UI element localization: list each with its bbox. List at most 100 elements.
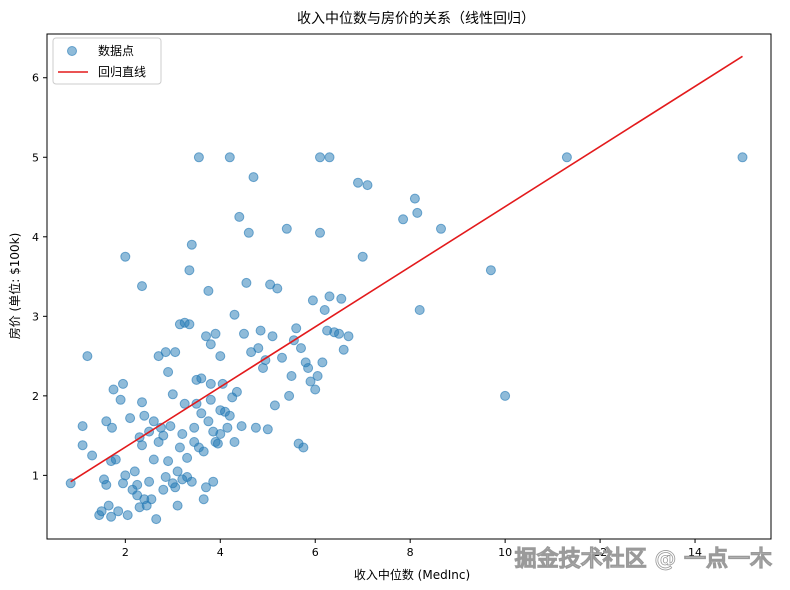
data-point <box>87 450 98 461</box>
data-point <box>120 251 131 262</box>
y-tick-label: 3 <box>32 310 39 323</box>
data-point <box>241 277 252 288</box>
plot-area-frame <box>46 33 772 540</box>
data-point <box>312 371 323 381</box>
data-point <box>248 172 259 183</box>
data-point <box>291 323 302 334</box>
data-point <box>110 454 121 465</box>
data-point <box>201 331 211 342</box>
data-point <box>120 470 131 481</box>
data-point <box>108 384 119 395</box>
legend: 数据点 回归直线 <box>52 37 162 85</box>
data-point <box>177 429 188 439</box>
data-point <box>310 384 321 395</box>
data-point <box>148 454 159 465</box>
data-point <box>139 410 150 421</box>
data-point <box>307 295 318 306</box>
data-point <box>107 422 117 433</box>
y-tick-label: 1 <box>32 469 39 482</box>
data-point <box>96 506 107 517</box>
legend-label-line: 回归直线 <box>98 65 146 79</box>
data-point <box>165 421 176 432</box>
data-point <box>338 344 349 355</box>
data-point <box>203 416 214 427</box>
data-point <box>324 152 335 163</box>
data-point <box>224 410 235 421</box>
data-point <box>269 400 280 411</box>
data-point <box>174 442 185 453</box>
x-tick-label: 12 <box>593 546 607 559</box>
data-point <box>412 207 423 218</box>
data-point <box>281 223 292 234</box>
data-point <box>277 352 287 363</box>
data-point <box>170 347 181 358</box>
data-point <box>160 347 171 358</box>
data-point <box>398 214 409 225</box>
data-point <box>170 482 181 493</box>
data-point <box>184 319 195 330</box>
legend-marker-points <box>67 46 77 56</box>
data-point <box>362 180 373 191</box>
y-tick-label: 4 <box>32 231 39 244</box>
y-axis: 1 2 3 4 5 6 <box>32 72 47 482</box>
data-point <box>255 325 266 336</box>
x-tick-label: 8 <box>407 546 414 559</box>
data-point <box>250 422 261 433</box>
data-point <box>409 193 420 204</box>
data-point <box>113 506 124 517</box>
data-point <box>305 376 316 387</box>
data-point <box>317 357 328 368</box>
data-point <box>125 413 136 424</box>
data-point <box>485 265 496 276</box>
data-point <box>203 285 214 296</box>
x-tick-label: 6 <box>312 546 319 559</box>
data-point <box>229 437 240 447</box>
data-point <box>193 152 204 163</box>
data-point <box>222 422 233 433</box>
data-point <box>132 479 143 490</box>
data-point <box>231 386 242 397</box>
data-point <box>115 394 126 405</box>
data-point <box>129 466 140 477</box>
data-point <box>172 466 183 477</box>
data-point <box>236 421 247 432</box>
data-point <box>163 367 174 377</box>
data-point <box>561 152 572 163</box>
data-point <box>414 305 425 315</box>
data-point <box>737 152 748 163</box>
data-point <box>210 328 221 339</box>
data-point <box>229 309 240 320</box>
chart-title: 收入中位数与房价的关系（线性回归） <box>297 10 535 27</box>
data-point <box>198 446 209 457</box>
scatter-points <box>65 152 748 525</box>
data-point <box>267 331 278 342</box>
data-point <box>315 152 325 163</box>
data-point <box>101 479 112 490</box>
data-point <box>144 476 155 487</box>
data-point <box>186 476 197 487</box>
data-point <box>77 421 88 432</box>
data-point <box>298 442 309 453</box>
data-point <box>137 397 147 408</box>
data-point <box>106 511 117 522</box>
y-tick-label: 6 <box>32 72 39 85</box>
data-point <box>189 422 200 433</box>
data-point <box>118 378 128 389</box>
x-tick-label: 2 <box>122 546 129 559</box>
data-point <box>137 281 147 292</box>
data-point <box>215 429 226 439</box>
data-point <box>158 430 169 441</box>
data-point <box>243 227 254 238</box>
data-point <box>146 494 157 505</box>
x-axis: 2 4 6 8 10 12 14 <box>122 539 702 559</box>
data-point <box>205 339 216 350</box>
data-point <box>103 500 114 511</box>
data-point <box>224 152 235 163</box>
data-point <box>500 390 511 401</box>
data-point <box>186 239 197 250</box>
data-point <box>319 305 330 315</box>
data-point <box>160 472 171 482</box>
data-point <box>163 456 174 467</box>
